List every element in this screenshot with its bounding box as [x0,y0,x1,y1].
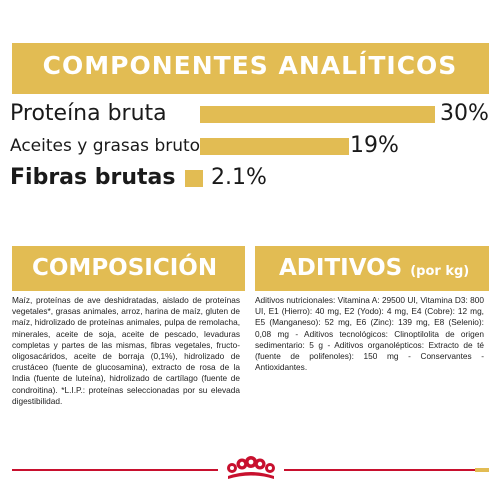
nutrient-bar [200,138,349,155]
nutrient-bar [185,170,203,187]
composition-text: Maíz, proteínas de ave deshidratadas, ai… [12,295,240,406]
nutrient-value: 30% [440,101,489,126]
analytical-components-title: COMPONENTES ANALÍTICOS [42,51,458,80]
nutrient-label: Aceites y grasas brutos [10,136,209,156]
composition-title: COMPOSICIÓN [32,255,218,281]
composition-header: COMPOSICIÓN [12,246,245,291]
additives-text: Aditivos nutricionales: Vitamina A: 2950… [255,295,484,373]
additives-title-main: ADITIVOS [279,255,403,281]
additives-title-unit: (por kg) [410,264,470,279]
nutrient-bar [200,106,435,123]
nutrient-row-protein: Proteína bruta 30% [0,99,500,129]
nutrient-value: 2.1% [211,165,267,190]
additives-title: ADITIVOS (por kg) [279,255,469,281]
additives-panel: ADITIVOS (por kg) Aditivos nutricionales… [255,246,489,471]
nutrient-row-fiber: Fibras brutas 2.1% [0,163,500,193]
additives-header: ADITIVOS (por kg) [255,246,489,291]
nutrient-label: Proteína bruta [10,101,167,126]
analytical-components-banner [12,43,489,94]
composition-panel: COMPOSICIÓN Maíz, proteínas de ave deshi… [12,246,245,471]
footer-gold-accent [475,468,489,472]
royal-canin-crown-icon [227,456,275,479]
nutrient-row-fat: Aceites y grasas brutos 19% [0,131,500,161]
nutrient-value: 19% [350,133,399,158]
nutrient-label: Fibras brutas [10,165,176,190]
